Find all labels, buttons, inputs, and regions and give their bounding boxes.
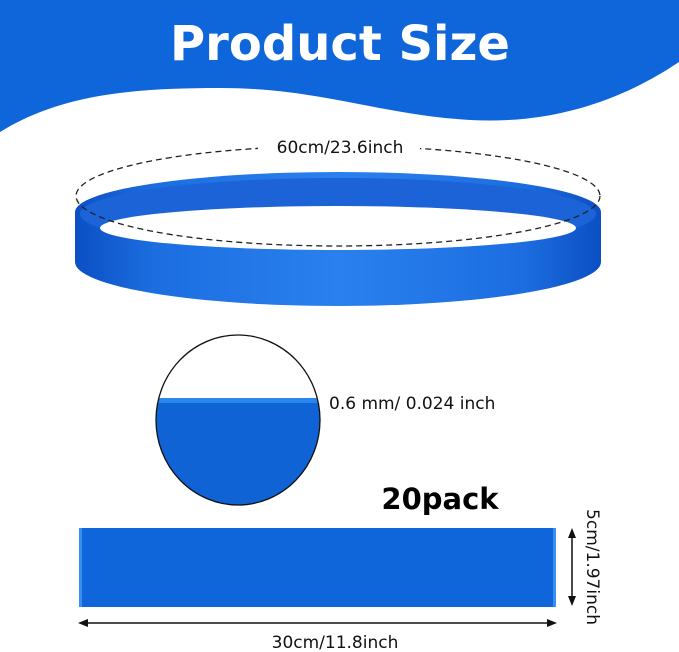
cross-section-circle: [155, 334, 321, 506]
length-label: 30cm/11.8inch: [272, 633, 399, 652]
thickness-label: 0.6 mm/ 0.024 inch: [329, 394, 495, 414]
wristband-ring: [75, 172, 601, 306]
banner-wave: [0, 0, 679, 132]
length-arrow: [78, 619, 557, 627]
width-label: 5cm/1.97inch: [582, 509, 602, 625]
banner-title: Product Size: [170, 16, 510, 72]
pack-count-label: 20pack: [381, 482, 499, 516]
flat-strip: [79, 528, 556, 607]
circumference-label: 60cm/23.6inch: [277, 138, 404, 158]
width-arrow: [568, 528, 576, 606]
